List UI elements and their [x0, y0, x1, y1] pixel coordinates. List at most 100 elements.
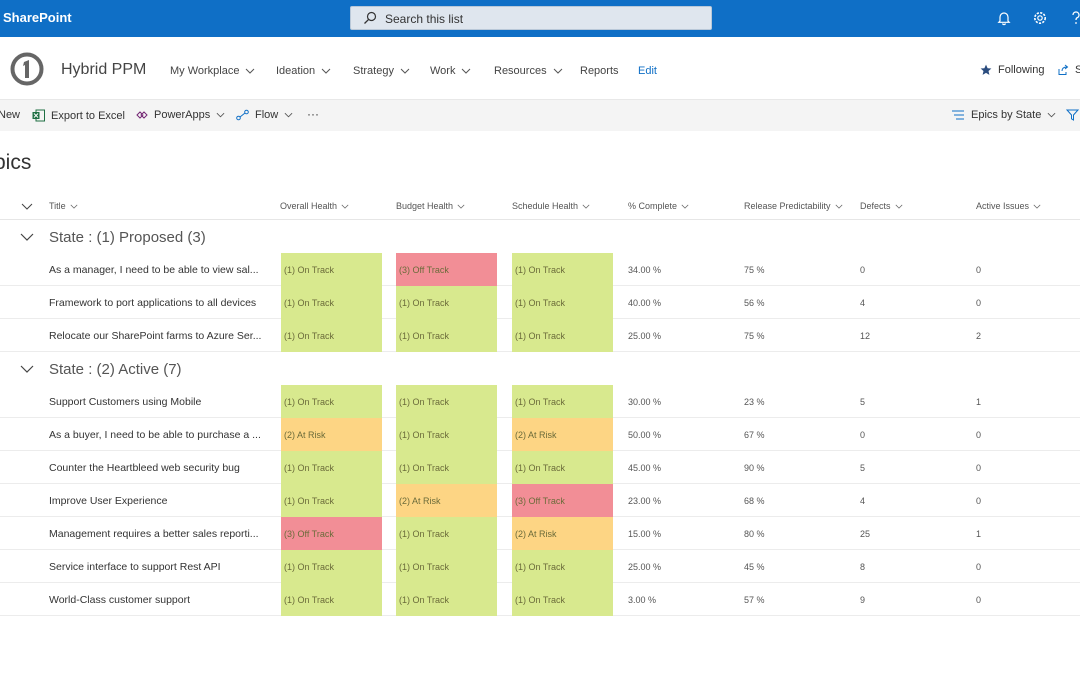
group-header-active[interactable]: State : (2) Active (7) [0, 353, 1080, 386]
schedule-health-badge: (1) On Track [512, 253, 613, 286]
powerapps-label: PowerApps [154, 109, 211, 121]
chevron-down-icon[interactable] [20, 365, 34, 374]
share-label: S [1075, 64, 1080, 76]
column-label: Active Issues [976, 201, 1030, 211]
column-label: Title [49, 201, 66, 211]
active-issues-count: 0 [976, 462, 982, 473]
more-commands-button[interactable]: ··· [307, 107, 319, 121]
table-row[interactable]: As a buyer, I need to be able to purchas… [0, 418, 1080, 451]
column-release-predictability[interactable]: Release Predictability [744, 201, 843, 211]
nav-work[interactable]: Work [430, 65, 471, 77]
column-title[interactable]: Title [49, 201, 78, 211]
notification-bell-icon[interactable] [995, 9, 1013, 27]
row-title[interactable]: As a manager, I need to be able to view … [49, 263, 259, 276]
flow-label: Flow [255, 109, 279, 121]
group-label: State : (2) Active (7) [49, 361, 182, 378]
budget-health-badge: (1) On Track [396, 385, 497, 418]
row-title[interactable]: Support Customers using Mobile [49, 395, 202, 408]
row-title[interactable]: Framework to port applications to all de… [49, 296, 257, 309]
row-title[interactable]: Relocate our SharePoint farms to Azure S… [49, 329, 262, 342]
chevron-down-icon [1033, 204, 1041, 209]
defects-count: 8 [860, 561, 866, 572]
row-title[interactable]: Service interface to support Rest API [49, 560, 221, 573]
export-label: Export to Excel [51, 109, 125, 122]
gear-icon[interactable] [1031, 9, 1049, 27]
release-predictability: 80 % [744, 528, 765, 539]
collapse-all-chevron-icon[interactable] [21, 203, 33, 211]
nav-label: Reports [580, 65, 619, 77]
release-predictability: 67 % [744, 429, 765, 440]
chevron-down-icon[interactable] [20, 233, 34, 242]
share-button[interactable]: S [1057, 64, 1080, 76]
site-logo[interactable] [10, 52, 44, 86]
row-title[interactable]: As a buyer, I need to be able to purchas… [49, 428, 261, 441]
filter-icon [1066, 109, 1079, 121]
list-title: pics [0, 151, 32, 174]
nav-label: Strategy [353, 65, 394, 77]
budget-health-badge: (1) On Track [396, 517, 497, 550]
table-row[interactable]: Improve User Experience (1) On Track (2)… [0, 484, 1080, 517]
table-row[interactable]: World-Class customer support (1) On Trac… [0, 583, 1080, 616]
filter-button[interactable] [1066, 109, 1080, 121]
export-to-excel-button[interactable]: Export to Excel [32, 109, 125, 122]
column-percent-complete[interactable]: % Complete [628, 201, 689, 211]
column-budget-health[interactable]: Budget Health [396, 201, 465, 211]
table-row[interactable]: As a manager, I need to be able to view … [0, 253, 1080, 286]
flow-button[interactable]: Flow [236, 109, 293, 121]
nav-strategy[interactable]: Strategy [353, 65, 410, 77]
nav-edit-link[interactable]: Edit [638, 65, 657, 77]
column-label: Release Predictability [744, 201, 831, 211]
row-title[interactable]: Management requires a better sales repor… [49, 527, 259, 540]
suite-bar: SharePoint Search this list [0, 0, 1080, 37]
flow-icon [236, 109, 249, 121]
excel-icon [32, 109, 45, 122]
active-issues-count: 0 [976, 594, 982, 605]
chevron-down-icon [462, 68, 471, 74]
site-title[interactable]: Hybrid PPM [61, 61, 147, 78]
help-icon[interactable] [1067, 9, 1080, 27]
row-title[interactable]: Improve User Experience [49, 494, 168, 507]
nav-ideation[interactable]: Ideation [276, 65, 331, 77]
column-schedule-health[interactable]: Schedule Health [512, 201, 590, 211]
overall-health-badge: (2) At Risk [281, 418, 382, 451]
release-predictability: 75 % [744, 330, 765, 341]
row-title[interactable]: World-Class customer support [49, 593, 191, 606]
group-header-proposed[interactable]: State : (1) Proposed (3) [0, 221, 1080, 254]
new-button[interactable]: New [0, 109, 20, 121]
column-label: Overall Health [280, 201, 338, 211]
schedule-health-badge: (2) At Risk [512, 517, 613, 550]
brand-link[interactable]: SharePoint [3, 10, 72, 25]
chevron-down-icon [216, 112, 225, 118]
active-issues-count: 1 [976, 528, 982, 539]
nav-reports[interactable]: Reports [580, 65, 619, 77]
percent-complete: 45.00 % [628, 462, 662, 473]
column-defects[interactable]: Defects [860, 201, 903, 211]
column-active-issues[interactable]: Active Issues [976, 201, 1041, 211]
table-row[interactable]: Counter the Heartbleed web security bug … [0, 451, 1080, 484]
row-title[interactable]: Counter the Heartbleed web security bug [49, 461, 240, 474]
chevron-down-icon [1047, 112, 1056, 118]
table-row[interactable]: Support Customers using Mobile (1) On Tr… [0, 385, 1080, 418]
schedule-health-badge: (1) On Track [512, 385, 613, 418]
overall-health-badge: (1) On Track [281, 484, 382, 517]
column-label: % Complete [628, 201, 678, 211]
search-box[interactable]: Search this list [350, 6, 712, 30]
nav-my-workplace[interactable]: My Workplace [170, 65, 255, 77]
budget-health-badge: (1) On Track [396, 418, 497, 451]
powerapps-button[interactable]: PowerApps [136, 109, 225, 121]
table-row[interactable]: Service interface to support Rest API (1… [0, 550, 1080, 583]
nav-resources[interactable]: Resources [494, 65, 563, 77]
percent-complete: 25.00 % [628, 561, 662, 572]
column-overall-health[interactable]: Overall Health [280, 201, 349, 211]
table-row[interactable]: Relocate our SharePoint farms to Azure S… [0, 319, 1080, 352]
following-label: Following [998, 64, 1045, 76]
release-predictability: 23 % [744, 396, 765, 407]
schedule-health-badge: (1) On Track [512, 286, 613, 319]
release-predictability: 68 % [744, 495, 765, 506]
table-row[interactable]: Management requires a better sales repor… [0, 517, 1080, 550]
budget-health-badge: (1) On Track [396, 286, 497, 319]
chevron-down-icon [553, 68, 562, 74]
following-button[interactable]: Following [980, 64, 1044, 76]
table-row[interactable]: Framework to port applications to all de… [0, 286, 1080, 319]
view-selector[interactable]: Epics by State [952, 109, 1056, 121]
